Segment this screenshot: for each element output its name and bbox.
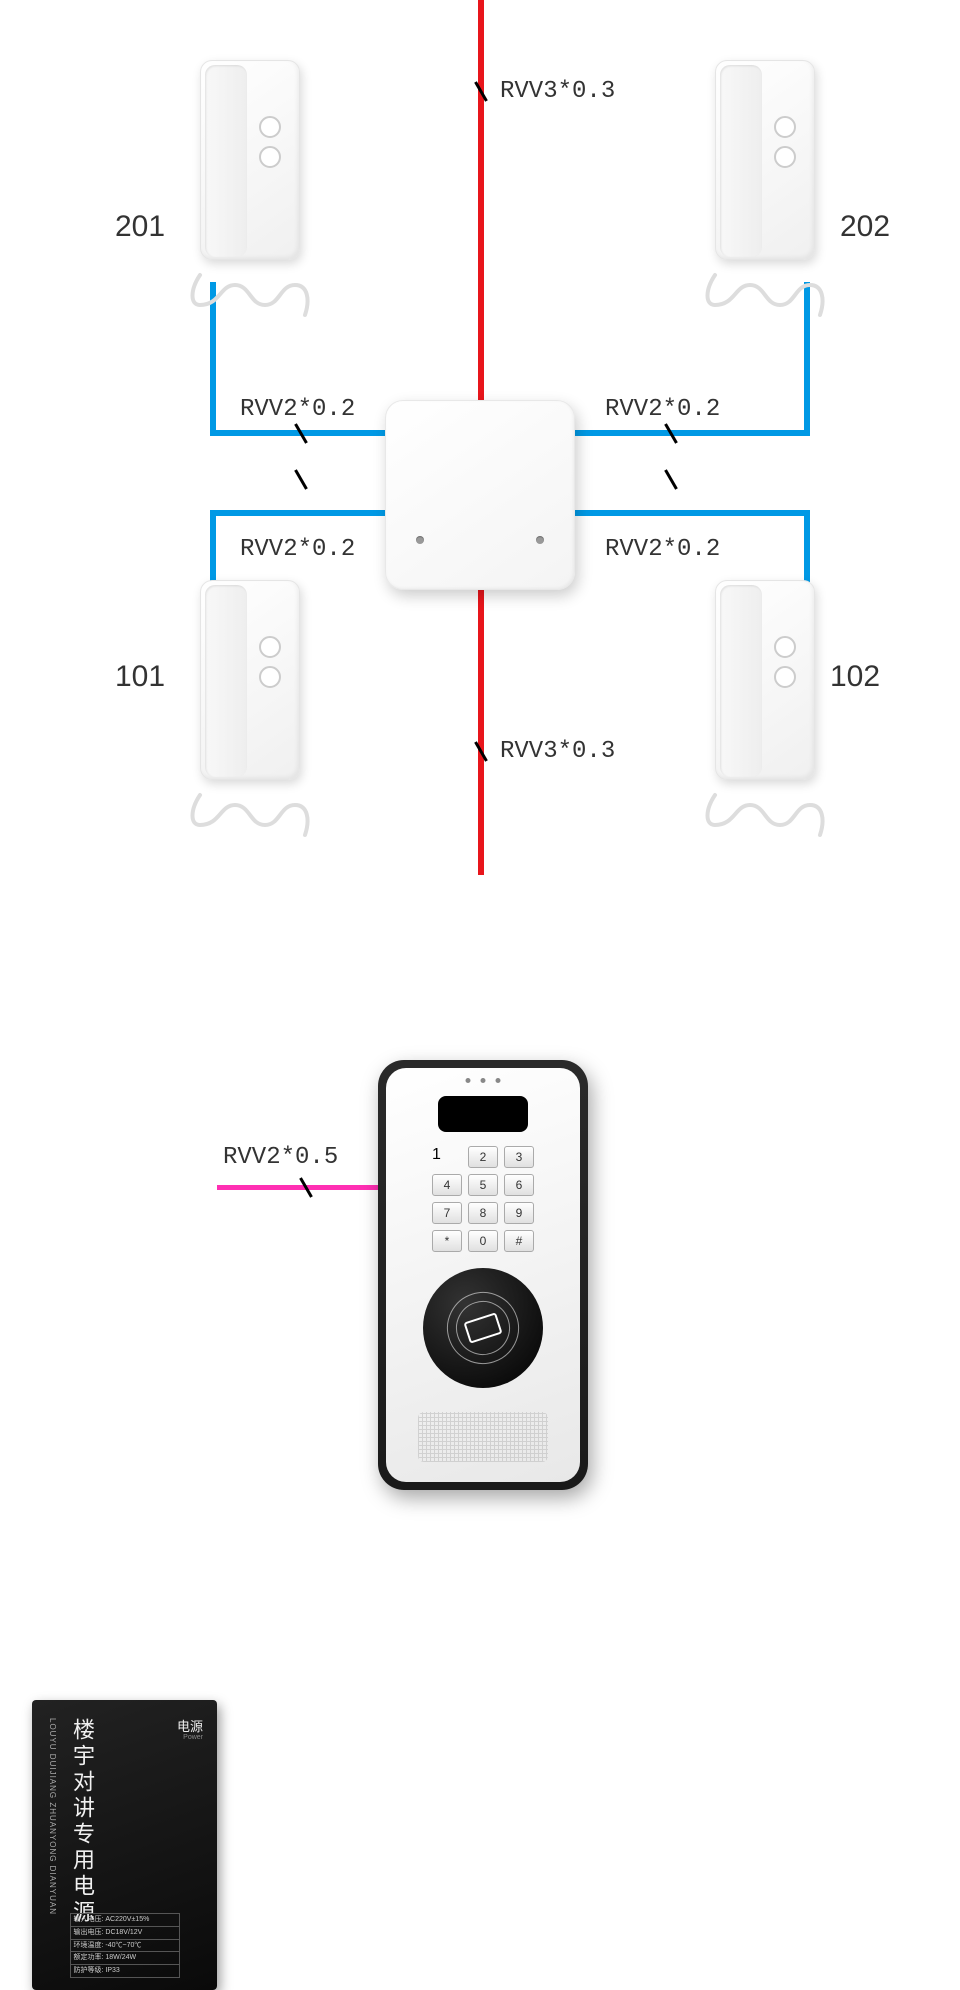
keypad: 1 2 3 4 5 6 7 8 9 * 0 # <box>432 1146 534 1252</box>
keypad-key[interactable]: # <box>504 1230 534 1252</box>
psu-spec-table: 输入电压: AC220V±15% 输出电压: DC18V/12V 环境温度: -… <box>70 1914 180 1978</box>
keypad-key[interactable]: 4 <box>432 1174 462 1196</box>
card-reader-icon[interactable] <box>423 1268 543 1388</box>
indoor-handset-201 <box>200 60 310 280</box>
branch-wire-label: RVV2*0.2 <box>240 536 355 563</box>
psu-title: 楼宇对讲专用电源 <box>66 1718 98 1926</box>
psu-spec-row: 防护等级: IP33 <box>70 1964 180 1978</box>
display-screen <box>438 1096 528 1132</box>
psu-brand: 电源 <box>177 1716 203 1735</box>
branch-wire <box>210 510 216 590</box>
psu-spec-row: 输出电压: DC18V/12V <box>70 1926 180 1940</box>
power-supply-unit: LOUYU DUIJIANG ZHUANYONG DIANYUAN 楼宇对讲专用… <box>32 1700 217 1990</box>
junction-box <box>385 400 575 590</box>
keypad-key[interactable]: 2 <box>468 1146 498 1168</box>
keypad-key[interactable]: 0 <box>468 1230 498 1252</box>
keypad-key[interactable]: 3 <box>504 1146 534 1168</box>
psu-pinyin: LOUYU DUIJIANG ZHUANYONG DIANYUAN <box>48 1718 57 1915</box>
indoor-handset-202 <box>715 60 825 280</box>
indoor-handset-101 <box>200 580 310 800</box>
keypad-key[interactable]: 9 <box>504 1202 534 1224</box>
bus-wire-bottom <box>478 590 484 875</box>
coil-cord-icon <box>180 790 320 860</box>
coil-cord-icon <box>180 270 320 340</box>
psu-spec-row: 环境温度: -40℃~70℃ <box>70 1939 180 1953</box>
psu-brand-sub: Power <box>183 1734 203 1741</box>
branch-wire <box>575 430 810 436</box>
branch-wire-label: RVV2*0.2 <box>605 396 720 423</box>
speaker-grille-icon <box>418 1412 548 1462</box>
keypad-key[interactable]: 8 <box>468 1202 498 1224</box>
coil-cord-icon <box>695 270 835 340</box>
branch-wire <box>575 510 810 516</box>
branch-wire-label: RVV2*0.2 <box>240 396 355 423</box>
coil-cord-icon <box>695 790 835 860</box>
power-wire <box>217 1185 382 1190</box>
psu-spec-row: 输入电压: AC220V±15% <box>70 1913 180 1927</box>
unit-label-102: 102 <box>830 660 880 694</box>
bus-wire-label-bottom: RVV3*0.3 <box>500 738 615 765</box>
power-wire-label: RVV2*0.5 <box>223 1144 338 1171</box>
unit-label-101: 101 <box>115 660 165 694</box>
door-station: 1 2 3 4 5 6 7 8 9 * 0 # <box>378 1060 588 1490</box>
keypad-key[interactable]: * <box>432 1230 462 1252</box>
wire-tick <box>664 469 678 490</box>
indoor-handset-102 <box>715 580 825 800</box>
wire-tick <box>294 469 308 490</box>
indicator-dots-icon <box>466 1078 501 1083</box>
unit-label-201: 201 <box>115 210 165 244</box>
branch-wire-label: RVV2*0.2 <box>605 536 720 563</box>
keypad-key[interactable]: 5 <box>468 1174 498 1196</box>
keypad-key[interactable]: 6 <box>504 1174 534 1196</box>
branch-wire <box>210 510 385 516</box>
keypad-key[interactable]: 1 <box>432 1146 462 1168</box>
branch-wire <box>804 510 810 590</box>
bus-wire-top <box>478 0 484 400</box>
psu-spec-row: 额定功率: 18W/24W <box>70 1951 180 1965</box>
bus-wire-label-top: RVV3*0.3 <box>500 78 615 105</box>
keypad-key[interactable]: 7 <box>432 1202 462 1224</box>
unit-label-202: 202 <box>840 210 890 244</box>
